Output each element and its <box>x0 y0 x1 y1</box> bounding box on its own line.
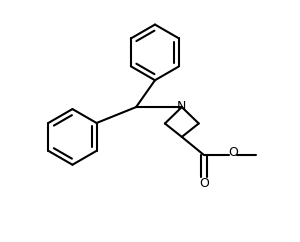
Text: O: O <box>199 177 208 190</box>
Text: O: O <box>229 146 238 159</box>
Text: N: N <box>177 100 187 113</box>
